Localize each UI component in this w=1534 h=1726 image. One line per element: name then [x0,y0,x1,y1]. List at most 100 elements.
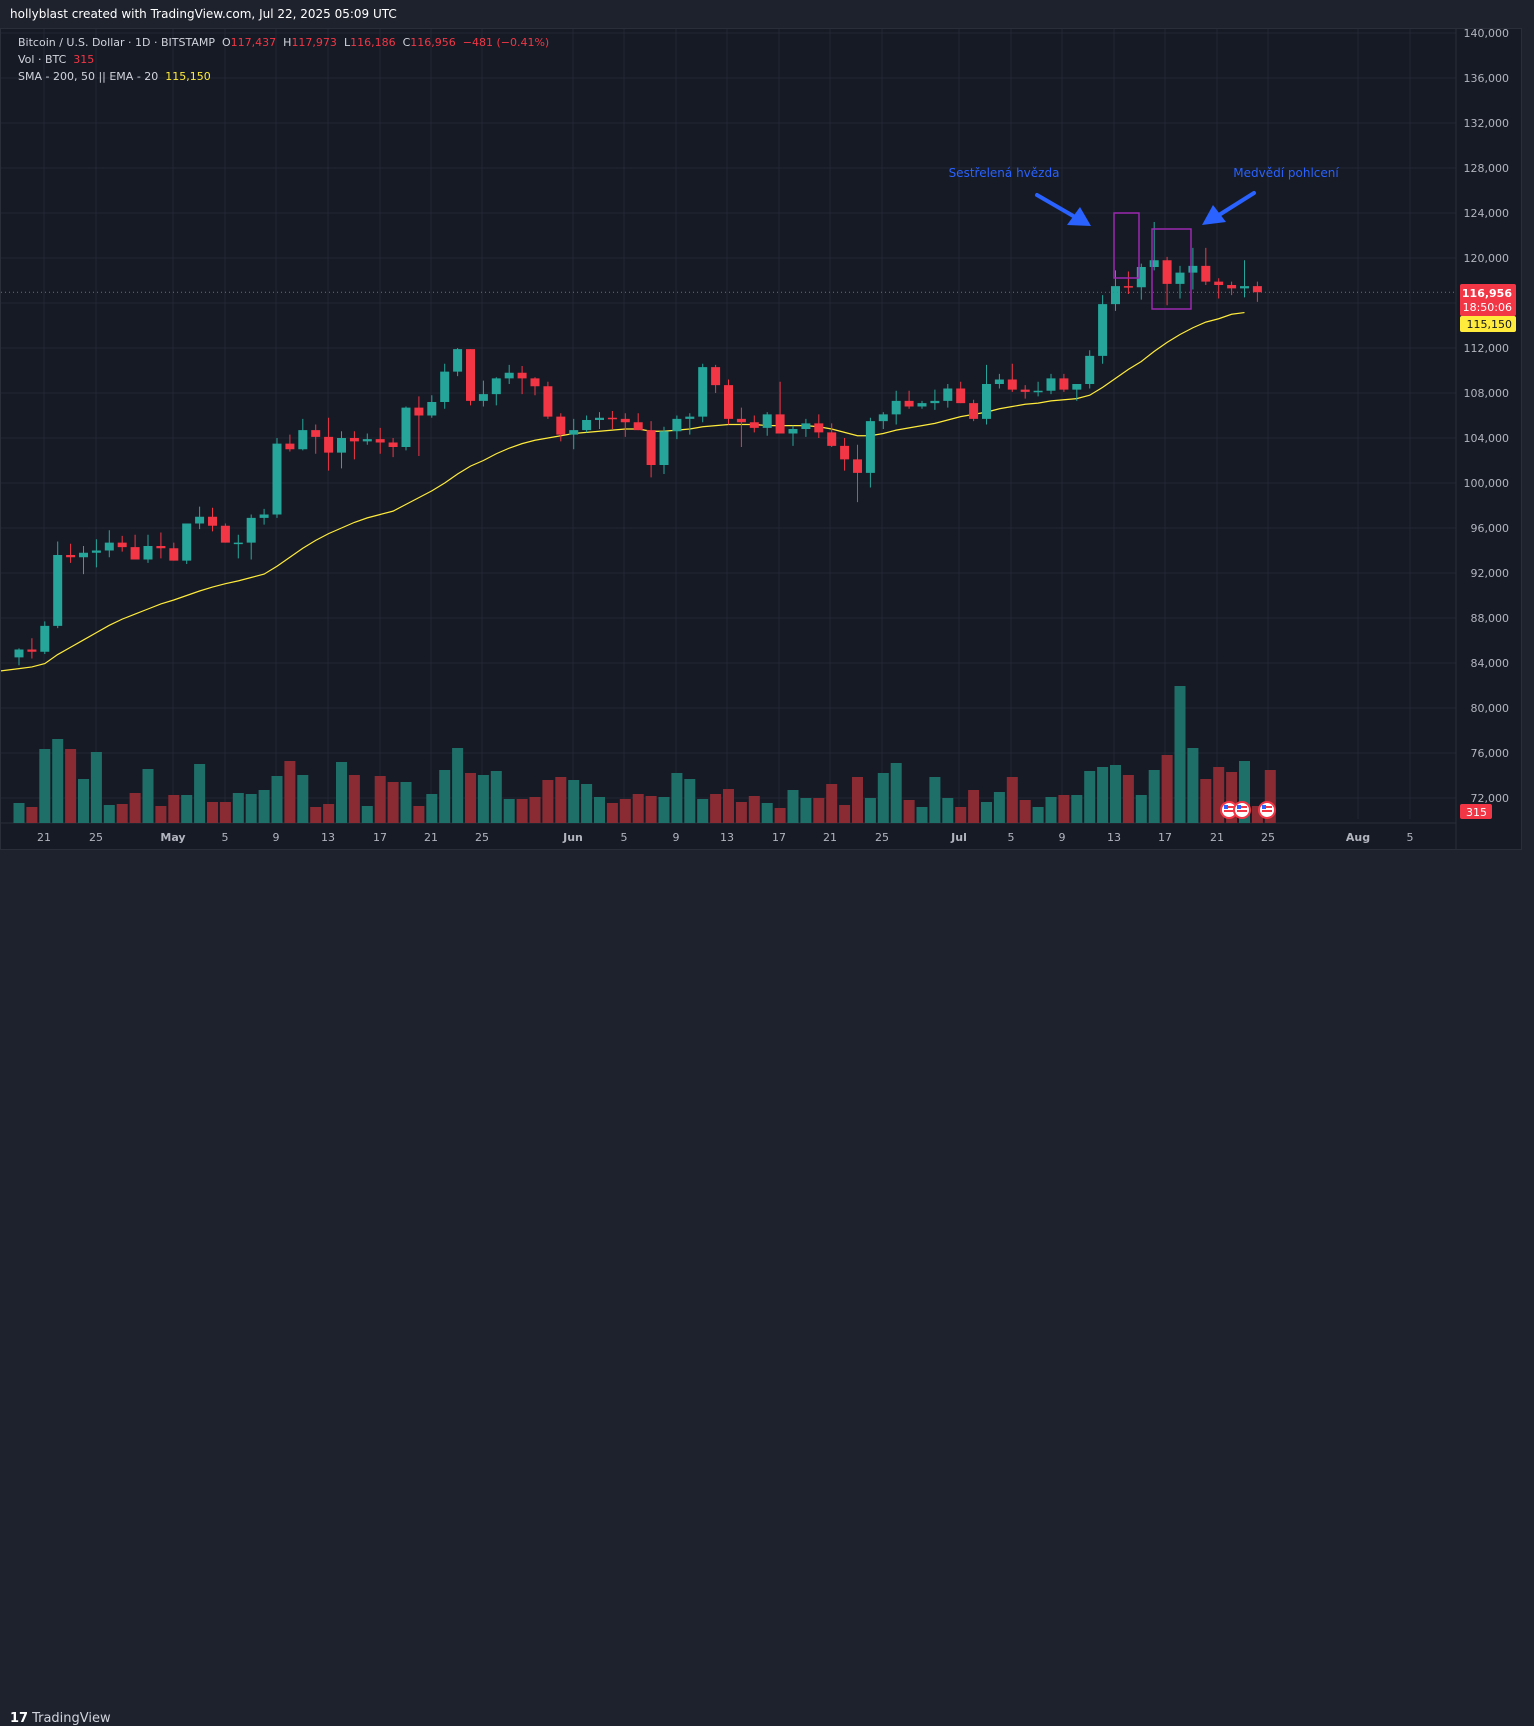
open-label: O [221,36,231,49]
y-tick-label: 104,000 [1464,432,1510,445]
candle-body [672,418,682,432]
volume-bar [65,749,77,823]
volume-bar [761,803,773,823]
flag-stripe [1224,810,1234,812]
candle-body [259,514,269,518]
candle [453,348,463,377]
candle [814,414,824,438]
candle-body [169,548,179,561]
y-tick-label: 132,000 [1464,117,1510,130]
candle [762,412,772,436]
x-tick-label: 9 [673,831,680,844]
volume-bar [1187,748,1199,823]
volume-bar [1045,797,1057,823]
candle-body [1201,265,1211,282]
ma-legend: SMA - 200, 50 || EMA - 20 115,150 [18,70,211,83]
candle [1059,373,1069,392]
y-tick-label: 88,000 [1471,612,1510,625]
candle [724,379,733,425]
arrow-head-left [1067,207,1091,226]
candle [375,427,385,454]
candle [1175,265,1185,299]
candle [1149,222,1159,271]
candle [543,381,553,419]
volume-bar [258,790,270,823]
candle [491,377,501,406]
candle [27,638,37,659]
candle-body [427,402,437,416]
candle-body [1123,286,1133,288]
last-price-label: 116,956 [1462,287,1512,300]
candle [659,426,669,474]
volume-bar [1148,770,1160,823]
ema-label-bg [1460,316,1516,332]
candle [801,418,811,437]
volume-bar [155,806,167,823]
volume-bar [697,799,709,823]
x-tick-label: 25 [875,831,889,844]
volume-bar [890,763,902,823]
volume-bar [606,803,618,823]
x-tick-label: 13 [720,831,734,844]
candle-body [711,367,721,386]
volume-bar [993,792,1005,823]
x-tick-label: 5 [1407,831,1414,844]
candle [66,543,76,563]
volume-bar [284,761,296,823]
candle-body [1149,260,1159,267]
candle [466,349,475,406]
candle [1007,363,1017,392]
candle-body [117,542,127,548]
candle-body [1111,286,1120,305]
candle-body [1162,260,1172,284]
candle-body [969,403,979,419]
y-tick-label: 92,000 [1471,567,1510,580]
candle-body [388,442,398,447]
volume-bar [658,797,670,823]
candle [478,380,488,407]
x-tick-label: 17 [373,831,387,844]
candle [982,364,991,425]
volume-label: Vol · BTC [18,53,67,66]
candle-body [891,400,901,415]
high-label: H [283,36,292,49]
tradingview-logo[interactable]: 17 TradingView [10,1711,111,1726]
last-price-label-bg [1460,284,1516,316]
candle-body [182,523,192,561]
candle-body [982,384,991,419]
volume-bar [90,752,102,823]
flag-stripe [1262,810,1272,812]
candle [788,425,798,446]
y-tick-label: 136,000 [1464,72,1510,85]
x-tick-label: 21 [424,831,438,844]
candle-body [1033,390,1043,393]
candle [324,417,334,471]
ema-price-label: 115,150 [1467,318,1513,331]
candle [440,363,450,409]
x-tick-label: 9 [273,831,280,844]
candle-body [620,418,630,423]
candle [620,413,630,437]
volume-bar [787,790,799,823]
volume-bar [39,749,51,823]
candle [917,400,927,409]
x-tick-label: May [160,831,185,844]
arrow-shaft-right [1217,191,1256,217]
candle-body [801,423,811,429]
candle-body [762,414,772,428]
volume-bar [852,777,863,823]
candle [904,390,914,409]
tv-brand: TradingView [32,1711,111,1726]
candle-body [1098,304,1108,356]
volume-bar [800,798,812,823]
candle-body [1085,355,1095,384]
candle-body [143,546,153,560]
shooting-star-box [1113,212,1140,279]
chart-area[interactable]: 140,000 136,000 132,000 128,000 124,000 120,0… [0,28,1522,850]
volume-bar [26,807,38,823]
candle-body [698,367,708,417]
candle-body [1007,379,1017,390]
y-tick-label: 80,000 [1471,702,1510,715]
chart-svg[interactable]: 140,000 136,000 132,000 128,000 124,000 120,0… [1,29,1521,849]
arrow-head-right [1202,205,1226,225]
